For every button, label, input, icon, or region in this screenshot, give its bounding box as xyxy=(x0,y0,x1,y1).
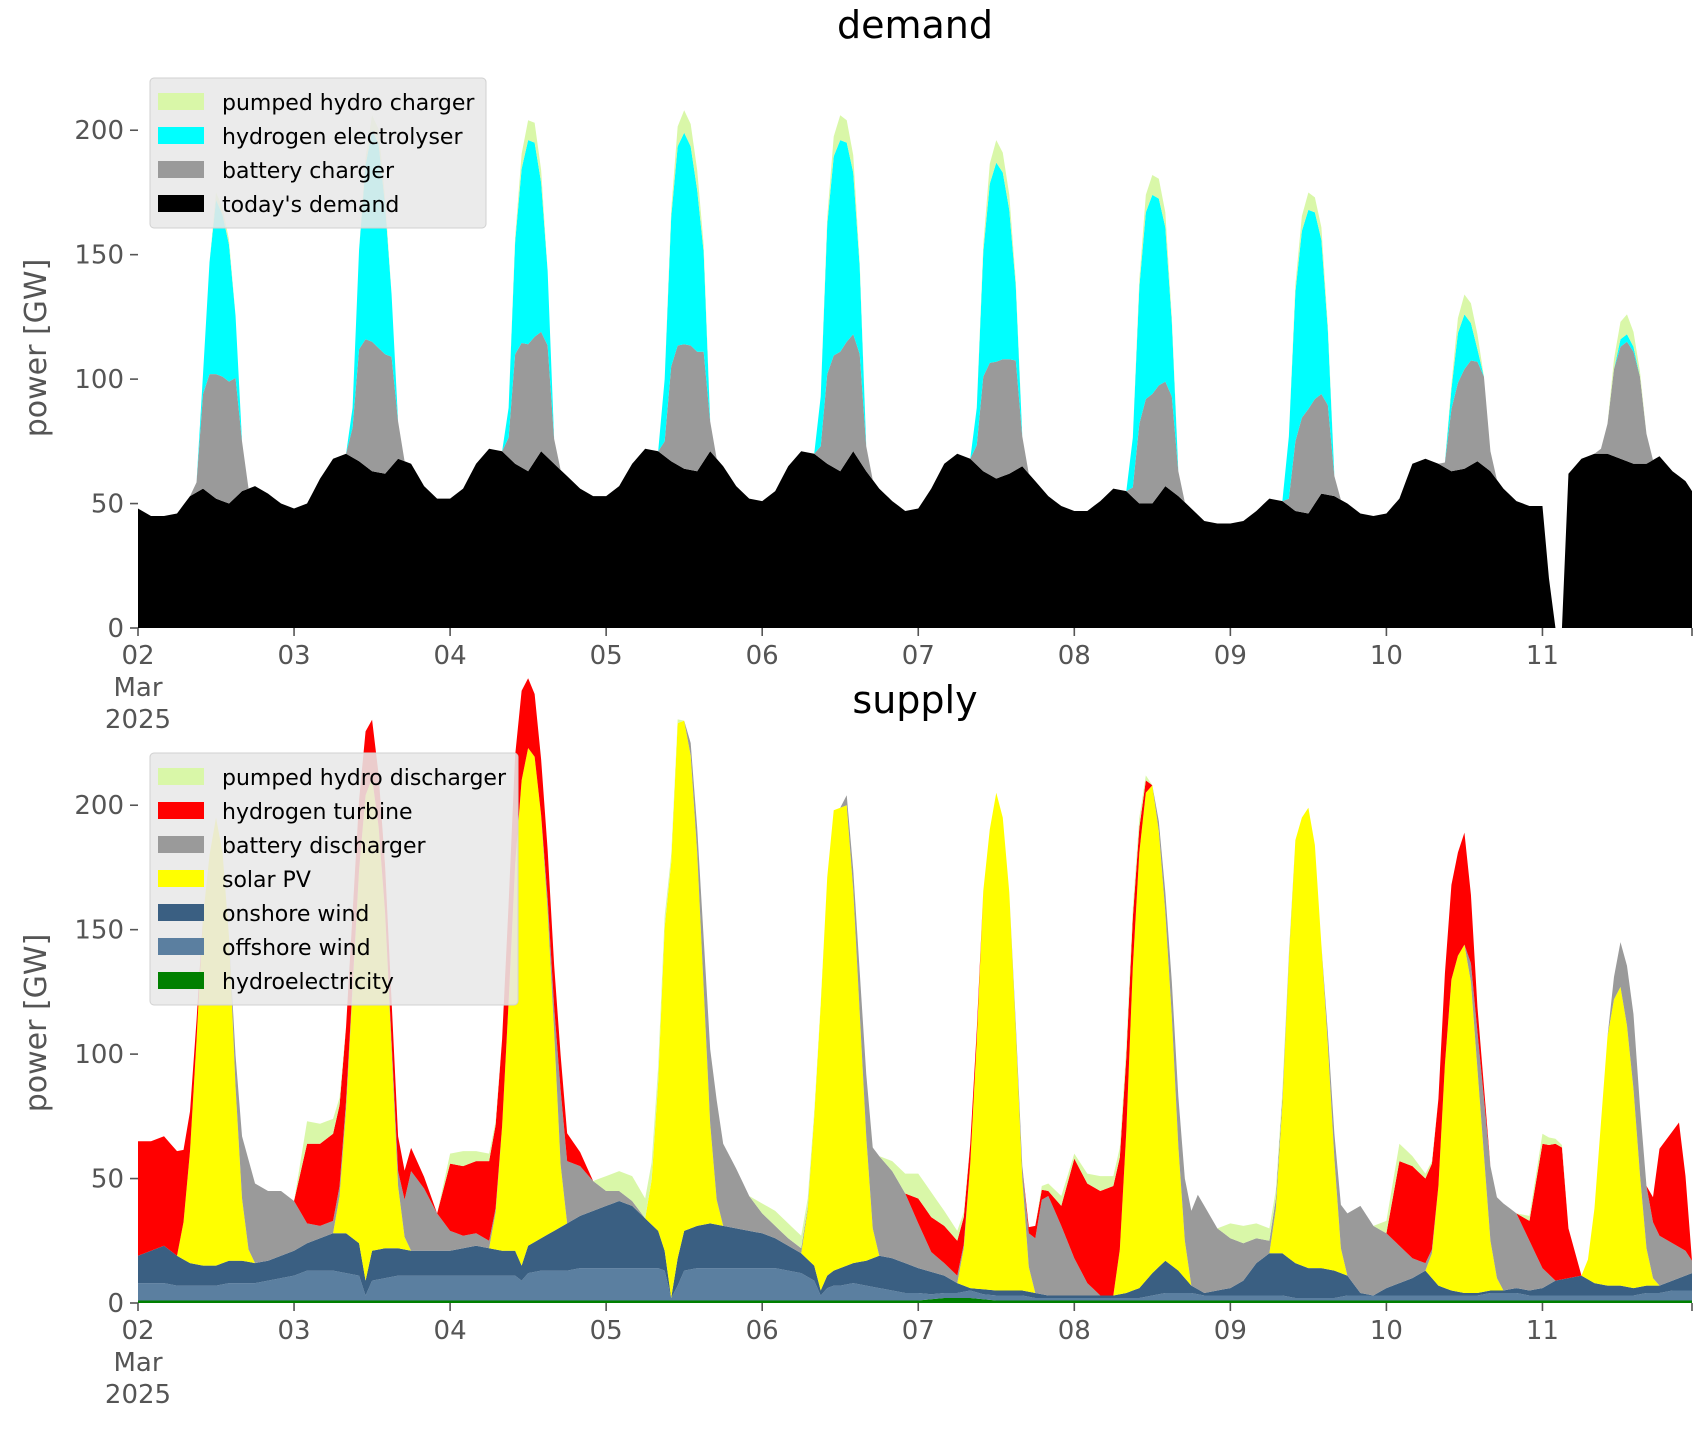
x-tick-label: 2025 xyxy=(105,705,171,735)
legend-swatch-solar-pv xyxy=(158,870,204,887)
x-tick-label: 09 xyxy=(1214,641,1247,671)
legend-label-hydroelectricity: hydroelectricity xyxy=(222,970,394,995)
x-tick-label: 02 xyxy=(121,641,154,671)
x-tick-label: 06 xyxy=(746,1316,779,1346)
x-tick-label: 10 xyxy=(1370,1316,1403,1346)
legend-box xyxy=(149,77,487,229)
y-tick-label: 150 xyxy=(74,241,124,271)
y-axis: 0 50 100 150 200 power [GW] xyxy=(19,116,138,644)
y-tick-label: 200 xyxy=(74,791,124,821)
y-tick-label: 100 xyxy=(74,1040,124,1070)
legend-label-offshore-wind: offshore wind xyxy=(222,936,371,961)
x-tick-label: 03 xyxy=(278,1316,311,1346)
legend-swatch-hydrogen-electrolyser xyxy=(158,127,204,144)
x-tick-label: 2025 xyxy=(105,1380,171,1410)
x-tick-label: 08 xyxy=(1058,1316,1091,1346)
legend-swatch-onshore-wind xyxy=(158,904,204,921)
x-tick-label: 11 xyxy=(1526,1316,1559,1346)
y-axis-label: power [GW] xyxy=(19,259,54,438)
legend-label-pumped-hydro-discharger: pumped hydro discharger xyxy=(222,766,507,791)
chart-title: demand xyxy=(837,3,993,47)
x-tick-label: 10 xyxy=(1370,641,1403,671)
x-tick-label: 05 xyxy=(590,1316,623,1346)
series-area-offshore-wind xyxy=(138,1268,1692,1301)
x-tick-label: 08 xyxy=(1058,641,1091,671)
x-tick-label: 06 xyxy=(746,641,779,671)
legend-label-battery-discharger: battery discharger xyxy=(222,834,427,859)
legend-label-hydrogen-turbine: hydrogen turbine xyxy=(222,800,413,825)
y-tick-label: 100 xyxy=(74,365,124,395)
stacked-areas xyxy=(138,110,1692,629)
stacked-areas xyxy=(138,678,1692,1303)
legend-swatch-hydrogen-turbine xyxy=(158,802,204,819)
x-tick-label: Mar xyxy=(113,1348,162,1378)
x-tick-label: 11 xyxy=(1526,641,1559,671)
series-area-solar-pv xyxy=(138,720,1692,1299)
legend-swatch-today-s-demand xyxy=(158,195,204,212)
series-area-onshore-wind xyxy=(138,1200,1692,1299)
legend: pumped hydro charger hydrogen electrolyse… xyxy=(149,77,487,229)
series-area-hydrogen-electrolyser xyxy=(138,130,1692,628)
legend-label-pumped-hydro-charger: pumped hydro charger xyxy=(222,91,475,116)
legend-swatch-battery-discharger xyxy=(158,836,204,853)
legend-label-battery-charger: battery charger xyxy=(222,159,395,184)
y-tick-label: 50 xyxy=(91,490,124,520)
legend-label-today-s-demand: today's demand xyxy=(222,193,399,218)
series-area-hydrogen-turbine xyxy=(138,678,1692,1296)
series-area-battery-discharger xyxy=(138,720,1692,1296)
x-tick-label: 04 xyxy=(434,641,467,671)
y-axis-label: power [GW] xyxy=(19,934,54,1113)
chart-title: supply xyxy=(852,678,977,722)
y-tick-label: 50 xyxy=(91,1165,124,1195)
series-area-today-s-demand xyxy=(138,448,1692,628)
legend-swatch-hydroelectricity xyxy=(158,972,204,989)
series-area-battery-charger xyxy=(138,331,1692,628)
y-tick-label: 200 xyxy=(74,116,124,146)
legend-swatch-offshore-wind xyxy=(158,938,204,955)
legend-label-hydrogen-electrolyser: hydrogen electrolyser xyxy=(222,125,463,150)
y-tick-label: 0 xyxy=(107,1289,124,1319)
y-axis: 0 50 100 150 200 power [GW] xyxy=(19,791,138,1319)
legend-swatch-pumped-hydro-discharger xyxy=(158,768,204,785)
y-tick-label: 0 xyxy=(107,614,124,644)
x-tick-label: 04 xyxy=(434,1316,467,1346)
legend-box xyxy=(149,752,519,1006)
y-tick-label: 150 xyxy=(74,916,124,946)
x-tick-label: 07 xyxy=(902,1316,935,1346)
x-tick-label: 02 xyxy=(121,1316,154,1346)
legend-label-onshore-wind: onshore wind xyxy=(222,902,369,927)
x-tick-label: 05 xyxy=(590,641,623,671)
legend-swatch-battery-charger xyxy=(158,161,204,178)
legend: pumped hydro discharger hydrogen turbine b… xyxy=(149,752,519,1006)
x-tick-label: 07 xyxy=(902,641,935,671)
legend-label-solar-pv: solar PV xyxy=(222,868,311,893)
x-tick-label: 09 xyxy=(1214,1316,1247,1346)
x-tick-label: Mar xyxy=(113,673,162,703)
legend-swatch-pumped-hydro-charger xyxy=(158,93,204,110)
x-tick-label: 03 xyxy=(278,641,311,671)
